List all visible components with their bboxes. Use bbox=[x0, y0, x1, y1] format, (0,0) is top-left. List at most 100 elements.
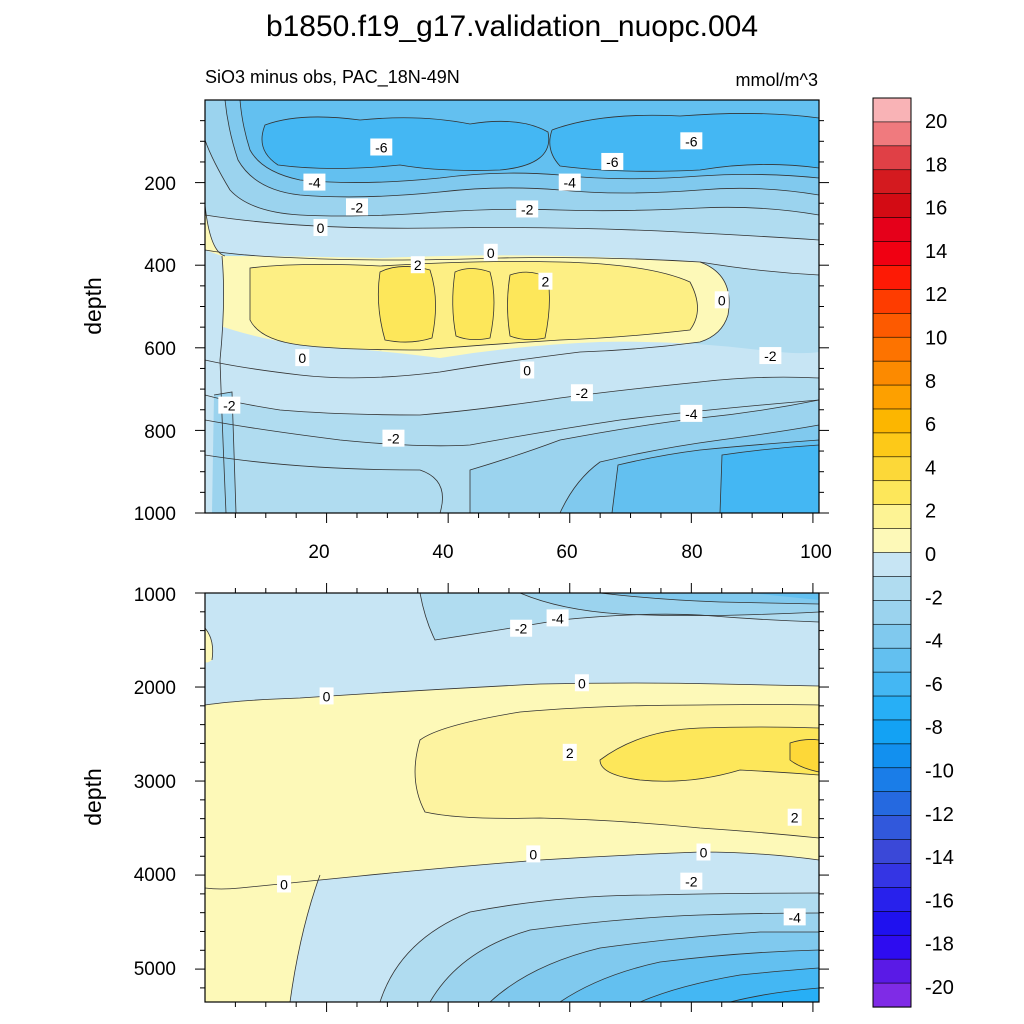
lower-ytick-2000: 2000 bbox=[134, 678, 176, 699]
colorbar-tick-label: 8 bbox=[925, 371, 936, 393]
upper-contour-label-bg bbox=[410, 256, 425, 274]
colorbar-tick-label: 6 bbox=[925, 414, 936, 436]
colorbar-tick-label: -18 bbox=[925, 934, 954, 956]
lower-contour-label-bg bbox=[546, 609, 569, 627]
upper-contour-fill bbox=[205, 100, 819, 513]
colorbar-tick-label: -4 bbox=[925, 631, 943, 653]
colorbar-tick-label: 20 bbox=[925, 111, 947, 133]
lower-contour-label-bg bbox=[319, 687, 334, 705]
lower-ytick-3000: 3000 bbox=[134, 772, 176, 793]
lower-contour-label-bg bbox=[510, 619, 533, 637]
lower-ytick-5000: 5000 bbox=[134, 959, 176, 980]
upper-contour-label: -4 bbox=[685, 406, 698, 422]
colorbar-cell bbox=[872, 719, 912, 745]
upper-xtick-100: 100 bbox=[800, 542, 832, 563]
colorbar-cell bbox=[872, 695, 912, 721]
lower-contour-label: -4 bbox=[788, 909, 801, 925]
upper-contour-label: -6 bbox=[685, 133, 698, 149]
colorbar-tick-label: 12 bbox=[925, 284, 947, 306]
upper-contour-lines bbox=[205, 100, 819, 513]
colorbar-cell bbox=[872, 671, 912, 697]
upper-contour-label: 2 bbox=[414, 257, 422, 273]
lower-contour-label: -2 bbox=[515, 621, 528, 637]
lower-contour-label: -4 bbox=[551, 610, 564, 626]
colorbar-cell bbox=[872, 384, 912, 410]
colorbar-cell bbox=[872, 480, 912, 506]
colorbar-cell bbox=[872, 887, 912, 912]
chart-subtitle: SiO3 minus obs, PAC_18N-49N bbox=[205, 67, 460, 88]
colorbar-cell bbox=[872, 456, 912, 482]
upper-contour-label-bg bbox=[295, 349, 310, 367]
colorbar-tick-label: -14 bbox=[925, 847, 954, 869]
upper-contour-label-bg bbox=[680, 132, 703, 150]
colorbar-cell bbox=[872, 839, 912, 865]
colorbar-cell bbox=[872, 265, 912, 290]
lower-contour-lines bbox=[205, 593, 819, 1002]
colorbar-tick-label: 0 bbox=[925, 544, 936, 566]
upper-ticks bbox=[195, 120, 829, 523]
chart-title: b1850.f19_g17.validation_nuopc.004 bbox=[266, 10, 758, 43]
lower-ticks bbox=[195, 583, 829, 1012]
colorbar-tick-label: 4 bbox=[925, 457, 936, 479]
lower-contour-label-bg bbox=[783, 908, 806, 926]
upper-xtick-80: 80 bbox=[681, 542, 702, 563]
lower-contour-label: 0 bbox=[280, 876, 288, 892]
lower-ylabel: depth bbox=[80, 768, 106, 826]
units-label: mmol/m^3 bbox=[736, 70, 818, 90]
upper-contour-label: -4 bbox=[564, 175, 577, 191]
colorbar-frame bbox=[872, 97, 912, 1008]
upper-xtick-20: 20 bbox=[308, 542, 329, 563]
upper-contour-label-bg bbox=[714, 291, 729, 309]
colorbar-cell bbox=[872, 432, 912, 458]
lower-contour-label-bg bbox=[562, 743, 577, 761]
colorbar-cell bbox=[872, 145, 912, 171]
colorbar-cell bbox=[872, 552, 912, 578]
colorbar-cell bbox=[872, 863, 912, 888]
colorbar-cell bbox=[872, 504, 912, 530]
colorbar-cell bbox=[872, 193, 912, 219]
colorbar-cell bbox=[872, 576, 912, 601]
upper-contour-label-bg bbox=[483, 243, 498, 261]
upper-contour-label: 2 bbox=[542, 274, 550, 290]
lower-contour-label-bg bbox=[696, 843, 711, 861]
upper-contour-label: 0 bbox=[523, 363, 531, 379]
upper-contour-label-bg bbox=[538, 272, 553, 290]
colorbar-cell bbox=[872, 408, 912, 434]
lower-contour-label-bg bbox=[574, 674, 589, 692]
upper-ytick-800: 800 bbox=[144, 422, 176, 443]
colorbar-cell bbox=[872, 982, 912, 1008]
upper-contour-label-bg bbox=[520, 361, 535, 379]
colorbar-cell bbox=[872, 767, 912, 793]
upper-contour-label: 0 bbox=[718, 292, 726, 308]
colorbar-tick-label: -20 bbox=[925, 977, 954, 999]
colorbar-tick-label: -2 bbox=[925, 587, 943, 609]
colorbar-cell bbox=[872, 312, 912, 338]
colorbar-cell bbox=[872, 241, 912, 267]
colorbar-cell bbox=[872, 958, 912, 984]
upper-ylabel: depth bbox=[80, 277, 106, 335]
lower-contour-label: 2 bbox=[791, 810, 799, 826]
upper-contour-label: -2 bbox=[764, 348, 777, 364]
colorbar-tick-label: -6 bbox=[925, 674, 943, 696]
colorbar-cell bbox=[872, 647, 912, 673]
colorbar-cell bbox=[872, 121, 912, 147]
colorbar-tick-label: -16 bbox=[925, 890, 954, 912]
lower-ytick-4000: 4000 bbox=[134, 865, 176, 886]
upper-ytick-200: 200 bbox=[144, 174, 176, 195]
lower-contour-fill bbox=[205, 593, 819, 1002]
upper-contour-label-bg bbox=[516, 200, 539, 218]
upper-contour-label-bg bbox=[218, 396, 241, 414]
lower-contour-label: 0 bbox=[323, 688, 331, 704]
upper-contour-label-bg bbox=[680, 404, 703, 422]
colorbar-tick-label: -10 bbox=[925, 761, 954, 783]
colorbar-cell bbox=[872, 289, 912, 314]
upper-ytick-1000: 1000 bbox=[134, 504, 176, 525]
upper-contour-label: 0 bbox=[298, 350, 306, 366]
colorbar-tick-label: 10 bbox=[925, 328, 947, 350]
upper-contour-label-bg bbox=[382, 429, 405, 447]
colorbar-cell bbox=[872, 97, 912, 123]
colorbar-tick-label: -8 bbox=[925, 717, 943, 739]
